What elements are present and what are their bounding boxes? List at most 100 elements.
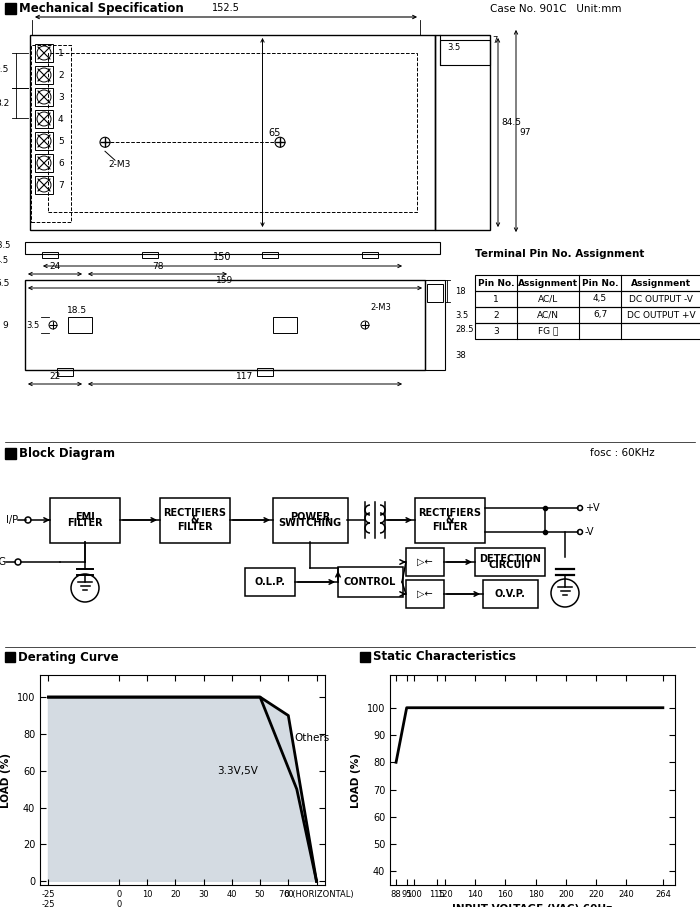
Bar <box>427 284 443 302</box>
Text: 2-M3: 2-M3 <box>370 303 391 312</box>
Bar <box>406 580 444 608</box>
Text: Block Diagram: Block Diagram <box>19 447 115 460</box>
Text: 2: 2 <box>494 310 499 319</box>
Bar <box>360 652 370 662</box>
Text: ▷←: ▷← <box>417 589 433 599</box>
Bar <box>42 252 58 258</box>
Bar <box>142 252 158 258</box>
Text: POWER: POWER <box>290 512 330 522</box>
Text: 8.2: 8.2 <box>0 99 9 108</box>
Text: &: & <box>446 515 454 525</box>
Text: Assignment: Assignment <box>631 278 691 288</box>
Bar <box>406 548 444 576</box>
Text: AC/L: AC/L <box>538 295 558 304</box>
Bar <box>273 317 297 333</box>
Text: 5: 5 <box>58 136 64 145</box>
Text: 6,7: 6,7 <box>593 310 607 319</box>
Text: Pin No.: Pin No. <box>582 278 618 288</box>
Text: FILTER: FILTER <box>432 522 468 532</box>
Bar <box>475 323 700 339</box>
Text: O.L.P.: O.L.P. <box>255 577 286 587</box>
Text: 6: 6 <box>58 159 64 168</box>
Bar <box>31 45 71 222</box>
Text: 2: 2 <box>58 71 64 80</box>
Bar <box>482 580 538 608</box>
Bar <box>5 3 16 14</box>
Bar <box>262 252 278 258</box>
Bar <box>50 498 120 542</box>
Polygon shape <box>48 697 316 882</box>
Y-axis label: LOAD (%): LOAD (%) <box>351 753 361 807</box>
Text: Case No. 901C   Unit:mm: Case No. 901C Unit:mm <box>490 4 622 14</box>
Text: Mechanical Specification: Mechanical Specification <box>19 2 183 15</box>
Text: 3: 3 <box>58 93 64 102</box>
Text: Derating Curve: Derating Curve <box>18 650 118 664</box>
Text: O.V.P.: O.V.P. <box>495 589 526 599</box>
X-axis label: INPUT VOLTAGE (VAC) 60Hz: INPUT VOLTAGE (VAC) 60Hz <box>452 904 612 907</box>
Text: 3.3V,5V: 3.3V,5V <box>217 766 258 775</box>
Bar <box>48 53 417 212</box>
Text: +V: +V <box>585 503 600 513</box>
Bar <box>475 275 700 291</box>
Text: I/P: I/P <box>6 515 18 525</box>
Text: 24: 24 <box>50 262 61 271</box>
Text: 22: 22 <box>50 372 61 381</box>
Text: 9.5: 9.5 <box>0 65 9 74</box>
Bar <box>5 652 15 662</box>
Text: Assignment: Assignment <box>518 278 578 288</box>
Text: 150: 150 <box>214 252 232 262</box>
Bar <box>435 35 490 230</box>
Text: 7: 7 <box>492 36 498 45</box>
Text: 7: 7 <box>58 180 64 190</box>
Bar <box>475 548 545 576</box>
Bar <box>415 498 485 542</box>
Bar <box>35 176 53 194</box>
Text: DETECTION: DETECTION <box>479 553 541 563</box>
Text: 3.5: 3.5 <box>27 320 40 329</box>
Bar <box>337 567 402 597</box>
Bar <box>425 280 445 370</box>
Text: 1: 1 <box>493 295 499 304</box>
Bar <box>30 35 435 230</box>
Text: fosc : 60KHz: fosc : 60KHz <box>590 448 655 459</box>
Text: 18: 18 <box>455 288 466 297</box>
Text: 9: 9 <box>2 320 8 329</box>
Text: Static Characteristics: Static Characteristics <box>373 650 516 664</box>
Text: 4,5: 4,5 <box>593 295 607 304</box>
Text: 28.5: 28.5 <box>455 326 473 335</box>
Text: 97: 97 <box>519 128 531 137</box>
Text: DC OUTPUT +V: DC OUTPUT +V <box>626 310 695 319</box>
Text: Terminal Pin No. Assignment: Terminal Pin No. Assignment <box>475 249 645 259</box>
Text: 78: 78 <box>152 262 163 271</box>
Text: 159: 159 <box>216 276 234 285</box>
Bar <box>160 498 230 542</box>
Text: 3.5: 3.5 <box>455 310 468 319</box>
Text: FG ⏚: FG ⏚ <box>538 327 558 336</box>
Bar <box>35 110 53 128</box>
Bar <box>68 317 92 333</box>
Text: FILTER: FILTER <box>67 519 103 529</box>
Text: SWITCHING: SWITCHING <box>279 519 342 529</box>
Bar <box>25 280 425 370</box>
Text: &: & <box>190 515 199 525</box>
Text: AC/N: AC/N <box>537 310 559 319</box>
Text: 2-M3: 2-M3 <box>108 161 130 170</box>
Text: 3.5: 3.5 <box>447 43 461 52</box>
Bar <box>5 448 16 459</box>
Bar <box>35 66 53 84</box>
Bar <box>272 498 347 542</box>
Text: ▷←: ▷← <box>417 557 433 567</box>
Bar <box>25 242 440 254</box>
Text: 38: 38 <box>455 350 466 359</box>
Text: 117: 117 <box>237 372 253 381</box>
Text: 1: 1 <box>58 48 64 57</box>
Bar <box>257 368 273 376</box>
Text: RECTIFIERS: RECTIFIERS <box>164 508 227 518</box>
Bar <box>35 44 53 62</box>
Text: 84.5: 84.5 <box>501 118 521 127</box>
Text: Others: Others <box>294 733 329 743</box>
Text: -V: -V <box>585 527 594 537</box>
Text: 18.5: 18.5 <box>67 306 87 315</box>
Text: DC OUTPUT -V: DC OUTPUT -V <box>629 295 693 304</box>
Bar <box>362 252 378 258</box>
